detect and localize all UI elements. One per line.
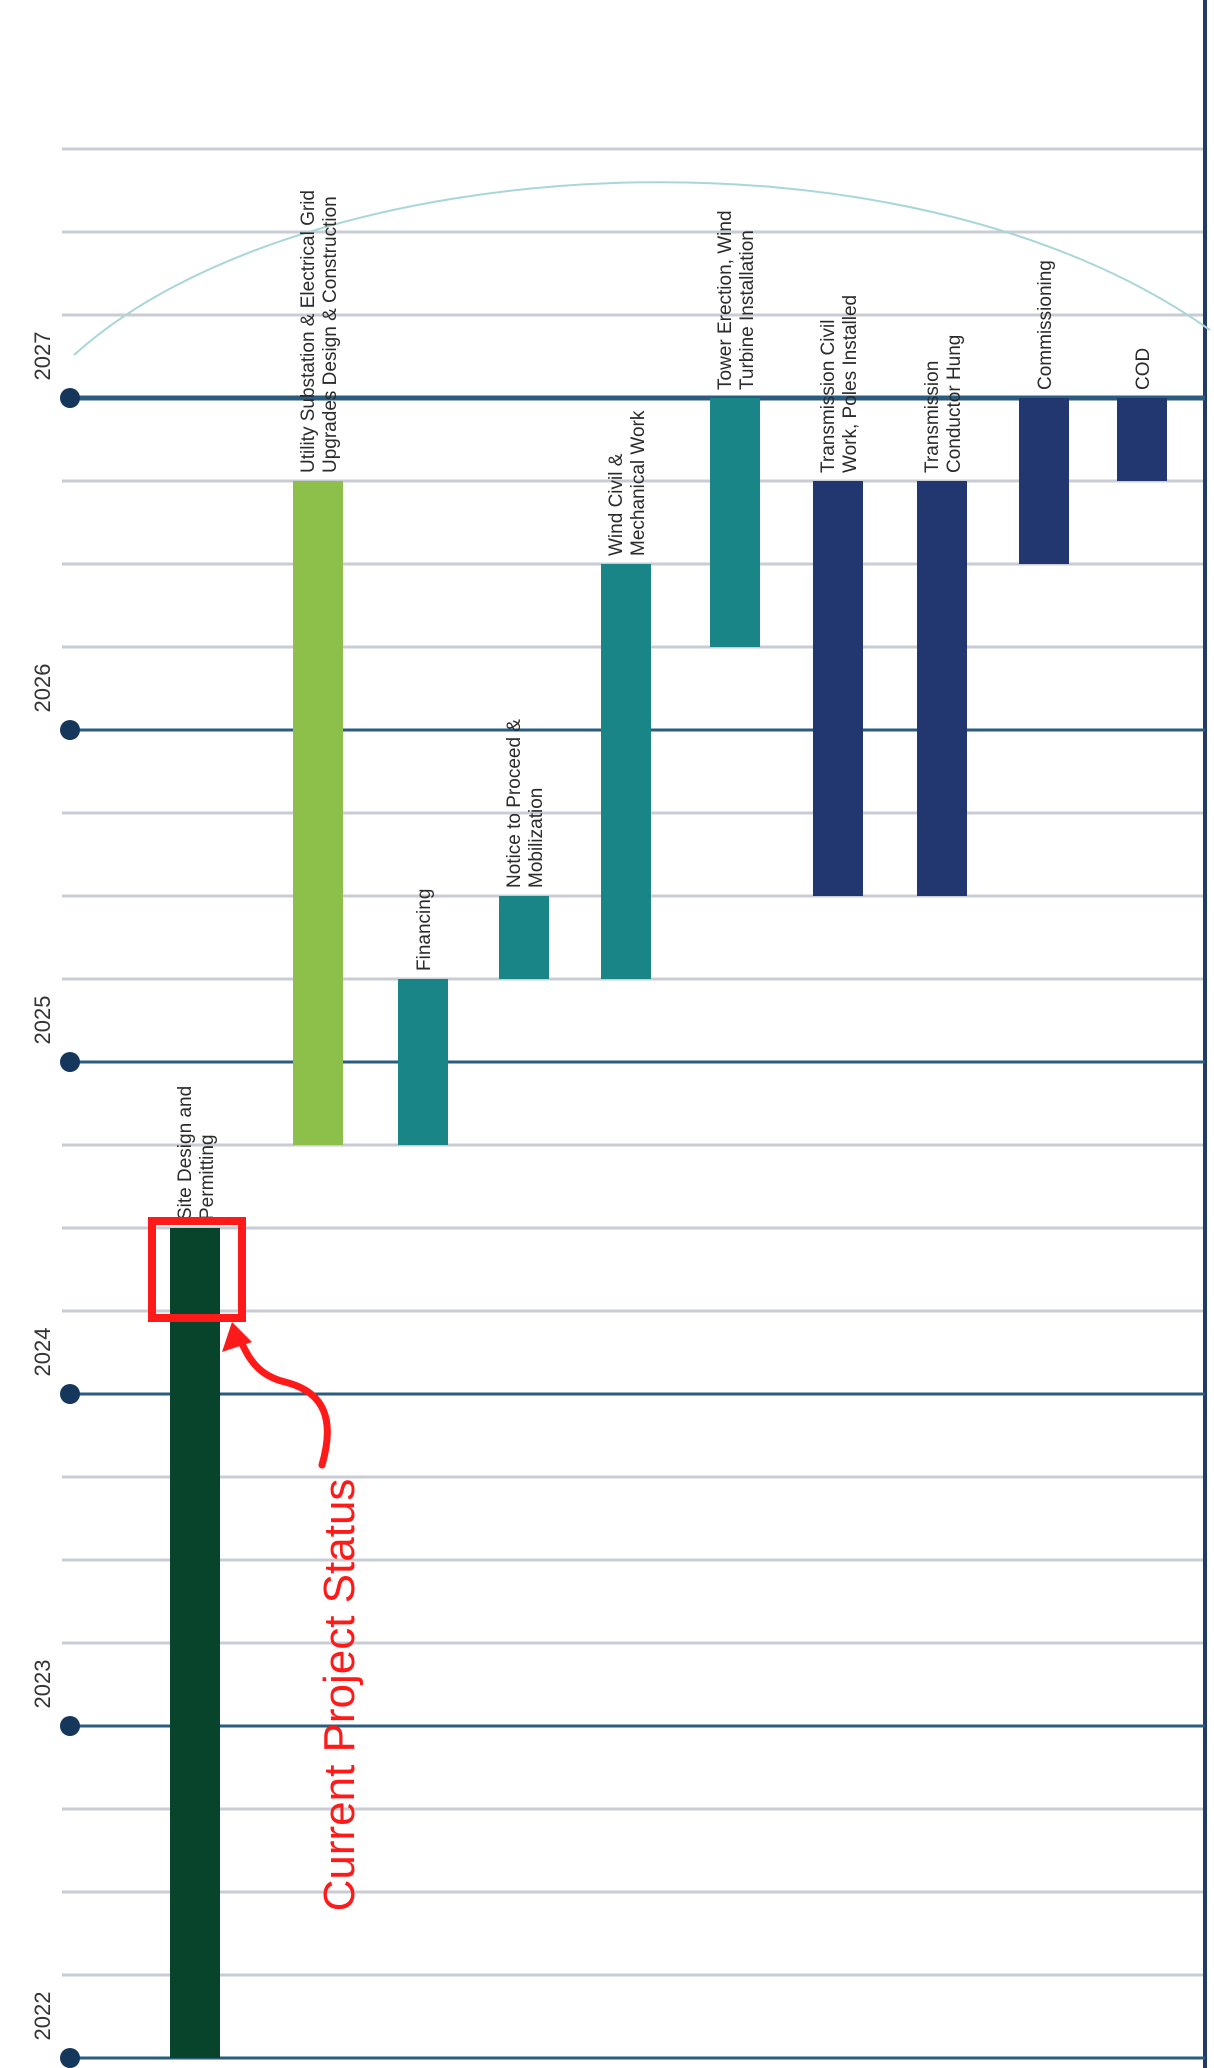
- task-label: Mobilization: [526, 788, 547, 888]
- task-bar: [170, 1228, 220, 2058]
- year-axis: 2022 2023 2024 2025 2026 2027: [30, 332, 1205, 2068]
- task-label: Work, Poles Installed: [840, 295, 861, 473]
- year-marker: [60, 388, 80, 408]
- task-bar: [293, 481, 343, 1145]
- task-label: Transmission Civil: [818, 320, 839, 473]
- year-marker: [60, 1384, 80, 1404]
- task-label: Utility Substation & Electrical Grid: [298, 190, 319, 473]
- year-marker: [60, 2048, 80, 2068]
- current-status-highlight-box: [148, 1217, 246, 1322]
- current-status-arrow: [234, 1332, 331, 1469]
- task-labels: Site Design and Permitting Utility Substat…: [175, 190, 1154, 1220]
- task-bar: [398, 979, 448, 1145]
- task-bar: [1117, 398, 1167, 481]
- task-label: Tower Erection, Wind: [715, 210, 736, 390]
- task-bar: [1019, 398, 1069, 564]
- task-bars: [170, 398, 1167, 2058]
- decorative-arc: [73, 181, 1211, 356]
- task-bar: [813, 481, 863, 896]
- year-tick-label: 2025: [30, 996, 55, 1045]
- status-annotation: Current Project Status: [148, 1217, 364, 1912]
- task-label: Wind Civil &: [606, 453, 627, 556]
- task-label: Transmission: [922, 361, 943, 473]
- year-marker: [60, 720, 80, 740]
- year-tick-label: 2024: [30, 1328, 55, 1377]
- year-tick-label: 2026: [30, 664, 55, 713]
- task-bar: [710, 398, 760, 647]
- task-label: Commissioning: [1035, 260, 1056, 390]
- year-tick-label: 2023: [30, 1660, 55, 1709]
- task-label: Permitting: [197, 1134, 218, 1220]
- current-status-label: Current Project Status: [315, 1479, 364, 1912]
- task-label: Notice to Proceed &: [504, 719, 525, 888]
- task-label: Site Design and: [175, 1086, 196, 1220]
- task-label: Upgrades Design & Construction: [320, 196, 341, 473]
- task-label: Conductor Hung: [944, 335, 965, 473]
- task-label: COD: [1133, 348, 1154, 390]
- task-label: Mechanical Work: [628, 410, 649, 556]
- year-marker: [60, 1716, 80, 1736]
- task-bar: [499, 896, 549, 979]
- current-status-arrowhead: [222, 1322, 252, 1352]
- year-tick-label: 2027: [30, 332, 55, 381]
- gridlines: [62, 0, 1207, 2068]
- year-tick-label: 2022: [30, 1992, 55, 2041]
- task-label: Turbine Installation: [737, 230, 758, 390]
- task-bar: [917, 481, 967, 896]
- task-bar: [601, 564, 651, 979]
- year-marker: [60, 1052, 80, 1072]
- task-label: Financing: [414, 889, 435, 971]
- decorative-arc-curve: [73, 181, 1211, 356]
